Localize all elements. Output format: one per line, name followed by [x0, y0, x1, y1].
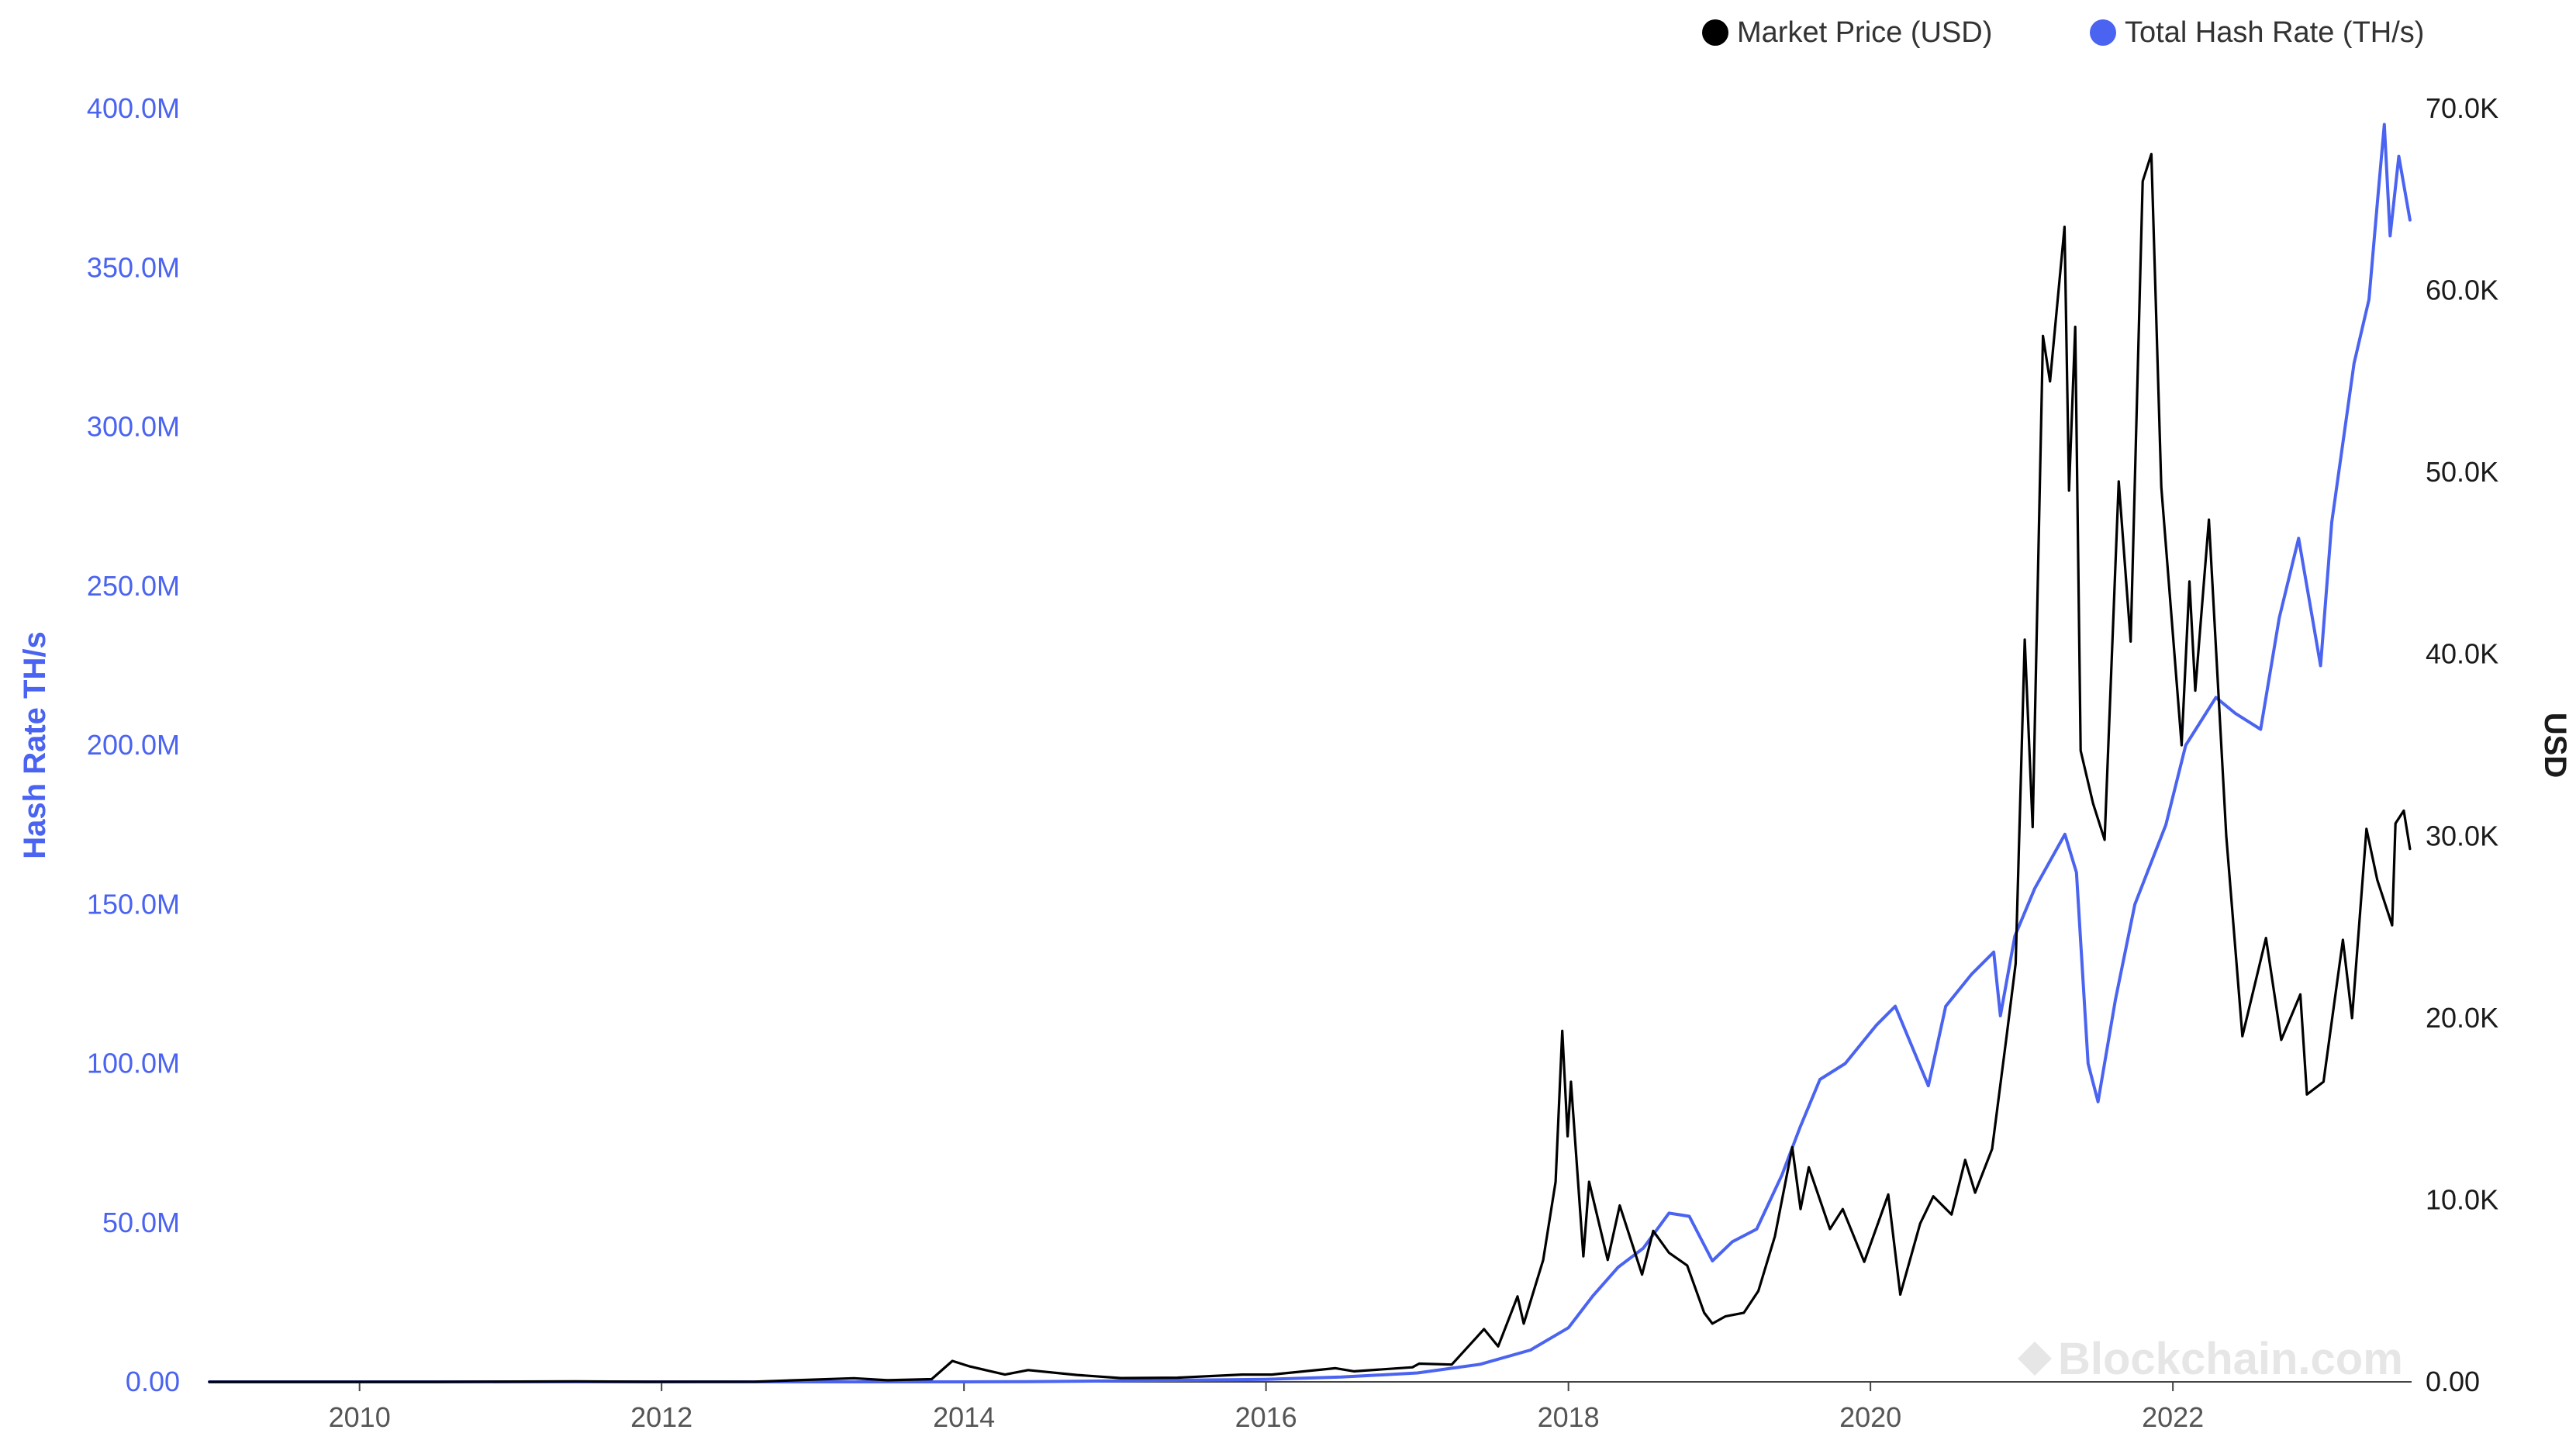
- legend-swatch: [1702, 19, 1728, 46]
- y-left-tick-label: 250.0M: [87, 570, 180, 602]
- x-tick-label: 2020: [1839, 1401, 1901, 1433]
- y-right-tick-label: 40.0K: [2426, 638, 2498, 670]
- y-right-axis-title: USD: [2538, 713, 2572, 778]
- y-left-tick-label: 200.0M: [87, 729, 180, 761]
- y-left-tick-label: 150.0M: [87, 888, 180, 920]
- legend-label: Total Hash Rate (TH/s): [2125, 16, 2424, 49]
- legend-item[interactable]: Market Price (USD): [1702, 16, 1992, 49]
- y-right-tick-label: 10.0K: [2426, 1183, 2498, 1215]
- y-right-tick-label: 30.0K: [2426, 820, 2498, 851]
- x-tick-label: 2010: [329, 1401, 391, 1433]
- y-left-tick-label: 350.0M: [87, 251, 180, 283]
- x-tick-label: 2014: [933, 1401, 995, 1433]
- watermark-text: Blockchain.com: [2058, 1334, 2403, 1384]
- y-left-tick-label: 100.0M: [87, 1048, 180, 1079]
- x-tick-label: 2018: [1538, 1401, 1600, 1433]
- legend-label: Market Price (USD): [1737, 16, 1992, 49]
- y-left-tick-label: 50.0M: [102, 1207, 180, 1238]
- y-left-tick-label: 400.0M: [87, 92, 180, 124]
- y-left-tick-label: 300.0M: [87, 411, 180, 443]
- y-right-tick-label: 0.00: [2426, 1366, 2480, 1397]
- x-tick-label: 2012: [630, 1401, 692, 1433]
- legend-item[interactable]: Total Hash Rate (TH/s): [2090, 16, 2424, 49]
- y-left-axis-title: Hash Rate TH/s: [18, 631, 52, 858]
- legend-swatch: [2090, 19, 2116, 46]
- y-left-tick-label: 0.00: [126, 1366, 180, 1397]
- y-right-tick-label: 20.0K: [2426, 1002, 2498, 1034]
- legend: Market Price (USD) Total Hash Rate (TH/s): [1702, 16, 2424, 49]
- series-line-market-price: [208, 153, 2412, 1383]
- watermark: Blockchain.com: [2018, 1334, 2403, 1384]
- axes: 2010 2012 2014 2016 2018 2020 2022 0.00 50.0M 100…: [18, 92, 2572, 1433]
- x-tick-label: 2022: [2142, 1401, 2204, 1433]
- y-right-tick-label: 60.0K: [2426, 275, 2498, 306]
- y-right-tick-label: 70.0K: [2426, 92, 2498, 124]
- blockchain-logo-icon: [2018, 1342, 2052, 1376]
- y-right-tick-label: 50.0K: [2426, 456, 2498, 488]
- series-line-hash-rate: [208, 123, 2412, 1383]
- x-tick-label: 2016: [1235, 1401, 1297, 1433]
- series-layer: [208, 123, 2412, 1383]
